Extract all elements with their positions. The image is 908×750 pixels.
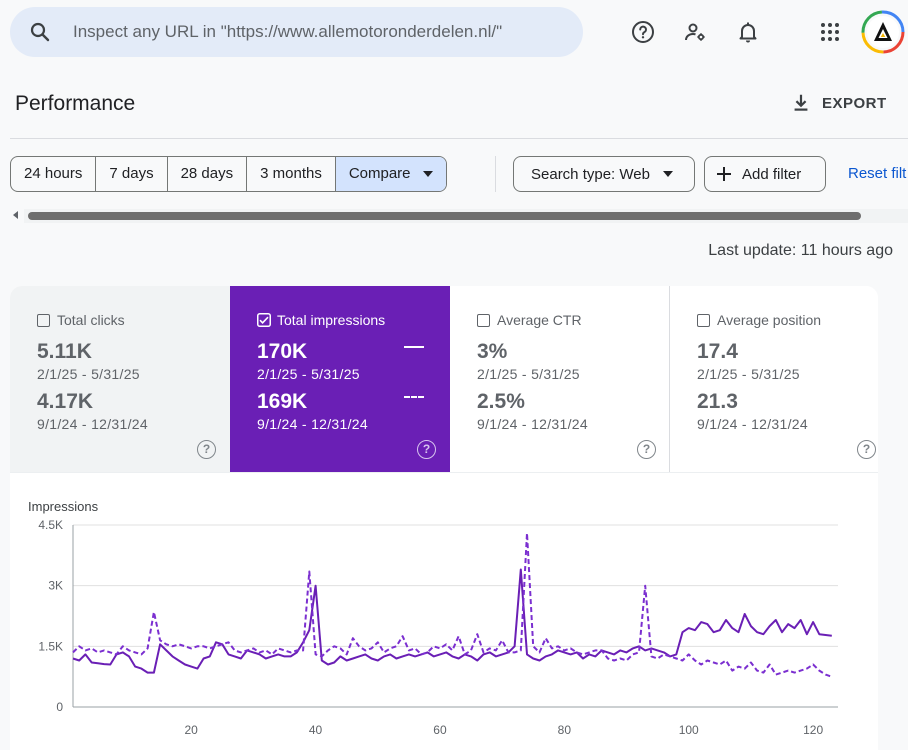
- x-tick-label: 120: [803, 723, 823, 737]
- export-button[interactable]: EXPORT: [790, 90, 887, 116]
- horizontal-scrollbar-thumb[interactable]: [28, 212, 861, 220]
- plus-icon: [717, 167, 731, 181]
- page-title: Performance: [15, 92, 136, 115]
- metric-value-previous: 4.17K: [37, 390, 94, 413]
- metric-value-previous: 2.5%: [477, 390, 525, 413]
- date-range-selector: 24 hours 7 days 28 days 3 months Compare: [10, 156, 447, 192]
- metric-range-current: 2/1/25 - 5/31/25: [697, 366, 800, 382]
- metric-value-current: 17.4: [697, 340, 738, 363]
- metric-label: Average position: [717, 312, 822, 328]
- bell-icon[interactable]: [736, 20, 760, 44]
- add-filter-label: Add filter: [742, 165, 802, 183]
- metric-range-previous: 9/1/24 - 12/31/24: [477, 416, 588, 432]
- card-divider: [669, 286, 670, 472]
- y-tick-label: 1.5K: [38, 639, 63, 653]
- header-divider: [10, 138, 908, 139]
- compare-dropdown[interactable]: Compare: [335, 157, 446, 191]
- legend-solid-line: [404, 346, 424, 348]
- series-line-previous: [72, 532, 833, 678]
- manage-users-icon[interactable]: [683, 20, 707, 44]
- search-type-label: Search type: Web: [531, 165, 650, 183]
- legend-dashed-line: [404, 396, 424, 398]
- top-bar: Inspect any URL in "https://www.allemoto…: [0, 0, 908, 64]
- impressions-chart: Impressions 0 1.5K 3K 4.5K 20 40 60 80 100 120: [10, 473, 878, 750]
- reset-filters-link[interactable]: Reset filt: [848, 165, 907, 182]
- export-label: EXPORT: [822, 94, 887, 112]
- metric-cards: Total clicks 5.11K 2/1/25 - 5/31/25 4.17…: [10, 286, 878, 472]
- filter-divider: [495, 156, 496, 192]
- metric-range-previous: 9/1/24 - 12/31/24: [257, 416, 368, 432]
- card-average-ctr[interactable]: Average CTR 3% 2/1/25 - 5/31/25 2.5% 9/1…: [450, 286, 670, 472]
- y-tick-label: 0: [56, 700, 63, 714]
- chart-svg: Impressions 0 1.5K 3K 4.5K 20 40 60 80 100 120: [28, 499, 838, 737]
- metric-label: Total impressions: [277, 312, 386, 328]
- help-icon[interactable]: [631, 20, 655, 44]
- cards-chart-divider: [10, 472, 878, 473]
- x-tick-label: 40: [309, 723, 323, 737]
- help-icon[interactable]: ?: [197, 440, 216, 459]
- dropdown-arrow-icon: [422, 171, 433, 177]
- range-24-hours[interactable]: 24 hours: [11, 157, 97, 191]
- range-3-months[interactable]: 3 months: [247, 157, 336, 191]
- checkbox-average-position[interactable]: [697, 314, 710, 327]
- compare-label: Compare: [348, 165, 411, 182]
- search-icon: [30, 22, 50, 42]
- metric-value-previous: 21.3: [697, 390, 738, 413]
- metric-range-current: 2/1/25 - 5/31/25: [257, 366, 360, 382]
- metric-label: Total clicks: [57, 312, 125, 328]
- range-28-days[interactable]: 28 days: [168, 157, 248, 191]
- scroll-left-icon[interactable]: [13, 211, 18, 219]
- range-7-days[interactable]: 7 days: [96, 157, 168, 191]
- search-input[interactable]: Inspect any URL in "https://www.allemoto…: [73, 22, 503, 41]
- x-tick-label: 20: [184, 723, 198, 737]
- url-inspection-search[interactable]: Inspect any URL in "https://www.allemoto…: [10, 7, 583, 57]
- x-tick-label: 60: [433, 723, 447, 737]
- checkbox-average-ctr[interactable]: [477, 314, 490, 327]
- x-tick-label: 100: [679, 723, 699, 737]
- checkbox-total-impressions[interactable]: [257, 313, 271, 327]
- help-icon[interactable]: ?: [417, 440, 436, 459]
- last-update-text: Last update: 11 hours ago: [708, 242, 893, 259]
- metric-label: Average CTR: [497, 312, 582, 328]
- checkbox-total-clicks[interactable]: [37, 314, 50, 327]
- help-icon[interactable]: ?: [857, 440, 876, 459]
- card-average-position[interactable]: Average position 17.4 2/1/25 - 5/31/25 2…: [670, 286, 878, 472]
- metric-range-previous: 9/1/24 - 12/31/24: [37, 416, 148, 432]
- y-tick-label: 3K: [48, 579, 63, 593]
- x-tick-label: 80: [558, 723, 572, 737]
- metric-value-current: 5.11K: [37, 340, 92, 363]
- card-total-impressions[interactable]: Total impressions 170K 2/1/25 - 5/31/25 …: [230, 286, 450, 472]
- dropdown-arrow-icon: [662, 171, 673, 177]
- help-icon[interactable]: ?: [637, 440, 656, 459]
- add-filter-button[interactable]: Add filter: [704, 156, 826, 192]
- metric-range-current: 2/1/25 - 5/31/25: [37, 366, 140, 382]
- y-tick-label: 4.5K: [38, 518, 63, 532]
- search-type-dropdown[interactable]: Search type: Web: [513, 156, 695, 192]
- metric-range-current: 2/1/25 - 5/31/25: [477, 366, 580, 382]
- series-line-current: [72, 568, 832, 674]
- metric-value-current: 170K: [257, 340, 308, 363]
- metric-value-current: 3%: [477, 340, 508, 363]
- apps-grid-icon[interactable]: [818, 20, 842, 44]
- y-axis-label: Impressions: [28, 499, 99, 514]
- metric-range-previous: 9/1/24 - 12/31/24: [697, 416, 808, 432]
- card-total-clicks[interactable]: Total clicks 5.11K 2/1/25 - 5/31/25 4.17…: [10, 286, 230, 472]
- account-avatar[interactable]: [861, 10, 905, 54]
- metric-value-previous: 169K: [257, 390, 308, 413]
- download-icon: [794, 94, 808, 111]
